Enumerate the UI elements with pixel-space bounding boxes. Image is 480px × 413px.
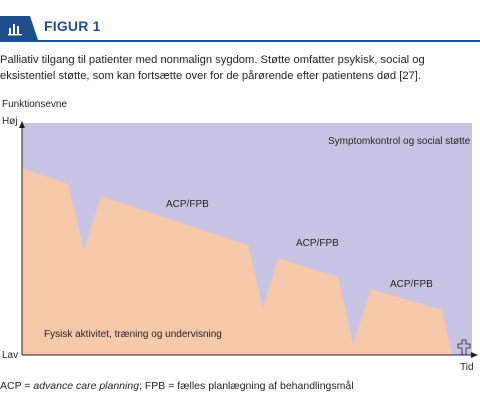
- annotation-acp-fpb-2: ACP/FPB: [296, 238, 339, 249]
- annotation-acp-fpb-3: ACP/FPB: [390, 279, 433, 290]
- x-axis-label: Tid: [460, 362, 474, 373]
- footnote: ACP = advance care planning; FPB = fælle…: [0, 380, 354, 392]
- figure-caption: Palliativ tilgang til patienter med nonm…: [0, 54, 425, 82]
- figure-badge-notch: [30, 16, 38, 40]
- figure-title: FIGUR 1: [44, 18, 101, 34]
- upper-region-label: Symptomkontrol og social støtte: [328, 136, 471, 147]
- x-axis-arrow: [471, 352, 478, 358]
- header-rule: [0, 40, 480, 42]
- y-low-label: Lav: [2, 350, 18, 361]
- y-high-label: Høj: [2, 116, 18, 127]
- lower-region-label: Fysisk aktivitet, træning og undervisnin…: [44, 329, 222, 340]
- bar-chart-icon: [8, 24, 22, 36]
- y-axis-arrow: [19, 121, 25, 128]
- footnote-acp: ACP =: [0, 380, 34, 392]
- y-axis-label: Funktionsevne: [2, 99, 67, 110]
- cross-icon: [457, 339, 471, 356]
- figure-header: FIGUR 1: [0, 0, 480, 40]
- footnote-acp-term: advance care planning: [33, 380, 140, 392]
- annotation-acp-fpb-1: ACP/FPB: [166, 199, 209, 210]
- footnote-fpb: ; FPB = fælles planlægning af behandling…: [139, 380, 354, 392]
- lower-region: [22, 168, 452, 355]
